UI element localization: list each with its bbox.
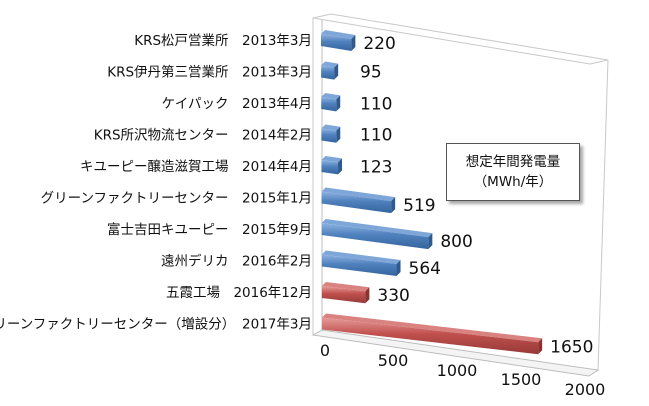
value-label: 110 [360,126,392,146]
category-label: KRS松戸営業所 2013年3月 [134,33,312,49]
x-tick-label: 1000 [437,361,478,380]
bar-end-cap [365,287,370,304]
bar-top-face [321,93,341,100]
category-label: キユーピー醸造滋賀工場 2014年4月 [80,159,312,175]
annotation-line-2: （MWh/年） [473,174,553,190]
bar-top-face [322,313,543,343]
bar [321,286,366,304]
bar [322,317,539,355]
bar [321,97,337,112]
x-tick-label: 2000 [565,380,606,399]
category-label: グリーンファクトリーセンター 2015年1月 [41,191,312,207]
x-tick-label: 1500 [501,370,542,389]
category-label: KRS伊丹第三営業所 2013年3月 [107,64,312,81]
bar [321,191,392,214]
value-label: 800 [440,232,472,252]
bar-end-cap [336,95,341,112]
bar-end-cap [396,259,401,276]
category-label: グリーンファクトリーセンター（増設分） 2017年3月 [0,317,312,333]
bar-end-cap [538,338,543,355]
category-label: 五霞工場 2016年12月 [166,285,312,301]
bar-top-face [321,124,341,131]
bar [321,254,397,276]
category-label: KRS所沢物流センター 2014年2月 [94,128,312,144]
bar-top-face [321,187,396,202]
bar-end-cap [338,158,343,175]
labels-group: 0 500 1000 1500 2000 KRS松戸営業所 2013年3月 220 KRS伊丹… [0,33,605,399]
bar [321,65,335,80]
category-label: 遠州デリカ 2016年2月 [161,253,312,270]
plot-back-edge [312,13,609,65]
bar-top-face [321,219,433,238]
value-label: 220 [363,34,395,54]
annotation-box: 想定年間発電量 （MWh/年） [446,143,580,201]
category-label: ケイパック 2013年4月 [162,96,312,112]
bar [321,223,429,250]
bar-end-cap [334,63,339,80]
bar-end-cap [391,197,396,214]
value-label: 123 [360,157,392,177]
bar-end-cap [351,35,356,52]
bar-top-face [321,61,339,68]
value-label: 1650 [550,337,593,357]
bar-end-cap [428,233,433,250]
plot-right-edge [597,59,609,371]
x-tick-label: 500 [378,351,409,370]
value-label: 519 [403,196,435,216]
bar-top-face [321,30,356,40]
bar [321,160,339,175]
plot-floor [311,329,600,377]
bar-end-cap [336,126,341,143]
bars-group [321,30,543,355]
bar [321,34,352,52]
bar-top-face [321,156,343,163]
value-label: 110 [360,94,392,114]
annotation-line-1: 想定年間発電量 [465,154,561,170]
value-label: 330 [377,286,409,306]
x-tick-label: 0 [320,341,330,360]
value-label: 564 [409,259,441,279]
value-label: 95 [360,63,382,83]
bar-top-face [321,250,401,264]
category-label: 富士吉田キユーピー 2015年9月 [107,221,312,238]
plot-axes [311,13,609,377]
bar-top-face [321,282,370,292]
bar [321,128,337,143]
